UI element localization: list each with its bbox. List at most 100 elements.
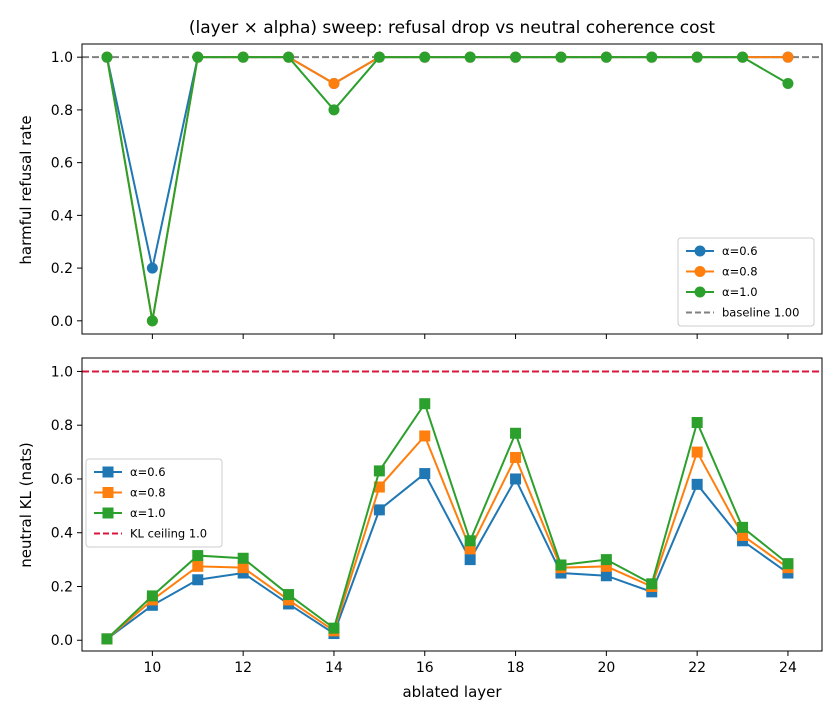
- legend-entry: α=0.8: [686, 265, 758, 279]
- x-tick-label: 20: [597, 660, 615, 676]
- data-point: [419, 398, 431, 410]
- legend-entry: α=0.8: [94, 486, 166, 500]
- data-point: [464, 51, 476, 63]
- data-point: [600, 560, 612, 572]
- y-tick-label: 0.6: [51, 472, 73, 488]
- data-point: [510, 427, 522, 439]
- y-tick-label: 0.8: [51, 418, 73, 434]
- data-point: [555, 51, 567, 63]
- legend-label: α=0.6: [130, 465, 166, 479]
- data-point: [146, 315, 158, 327]
- x-tick-label: 10: [143, 660, 161, 676]
- series-line: [105, 56, 789, 321]
- data-point: [192, 574, 204, 586]
- legend-label: α=1.0: [722, 285, 758, 299]
- kl-series-group: [101, 398, 794, 645]
- data-point: [328, 622, 340, 634]
- data-point: [555, 559, 567, 571]
- legend-entry: α=1.0: [686, 285, 758, 299]
- data-point: [373, 504, 385, 516]
- chart-title: (layer × alpha) sweep: refusal drop vs n…: [189, 18, 716, 38]
- y-tick-label: 0.6: [51, 156, 73, 172]
- data-point: [373, 481, 385, 493]
- legend-marker: [102, 466, 114, 478]
- data-point: [237, 51, 249, 63]
- data-point: [600, 554, 612, 566]
- legend-label: KL ceiling 1.0: [130, 527, 207, 541]
- legend-label: α=0.8: [722, 265, 758, 279]
- kl-y-axis-label: neutral KL (nats): [17, 442, 35, 567]
- data-point: [373, 465, 385, 477]
- x-tick-label: 16: [416, 660, 434, 676]
- data-point: [646, 578, 658, 590]
- series-line: [106, 434, 789, 640]
- data-point: [419, 468, 431, 480]
- axes-frame: [81, 357, 823, 652]
- x-axis-label: ablated layer: [402, 683, 502, 701]
- y-tick-label: 0.2: [51, 261, 73, 277]
- refusal-rate-panel: 0.00.20.40.60.81.0 harmful refusal rate …: [17, 43, 823, 339]
- data-point: [146, 262, 158, 274]
- data-point: [192, 550, 204, 562]
- x-tick-label: 12: [234, 660, 252, 676]
- kl-axes: 0.0 0.2 0.4 0.6 0.8 1.0 10 12 14 16 18 20 22 24: [51, 357, 823, 676]
- data-point: [419, 51, 431, 63]
- data-point: [464, 543, 476, 555]
- refusal-axes: 0.0 0.2 0.4 0.6 0.8 1.0: [51, 43, 823, 339]
- legend-entry: α=1.0: [94, 506, 166, 520]
- data-point: [510, 473, 522, 485]
- legend-label: α=1.0: [130, 506, 166, 520]
- data-point: [782, 558, 794, 570]
- data-point: [373, 51, 385, 63]
- data-point: [782, 78, 794, 90]
- series-2: [101, 398, 794, 645]
- legend-entry: KL ceiling 1.0: [94, 527, 207, 541]
- data-point: [192, 560, 204, 572]
- legend-marker: [102, 487, 114, 498]
- data-point: [510, 451, 522, 463]
- legend-entry: α=0.6: [94, 465, 166, 479]
- refusal-legend: α=0.6 α=0.8 α=1.0 baseline 1.00: [677, 237, 815, 327]
- data-point: [510, 51, 522, 63]
- series-line: [106, 401, 789, 640]
- legend-marker: [694, 245, 706, 257]
- data-point: [283, 589, 295, 601]
- data-point: [691, 446, 703, 458]
- data-point: [737, 529, 749, 541]
- legend-marker: [694, 286, 706, 298]
- data-point: [646, 51, 658, 63]
- data-point: [737, 521, 749, 533]
- y-tick-label: 0.4: [51, 526, 73, 542]
- data-point: [600, 51, 612, 63]
- data-point: [237, 552, 249, 564]
- y-tick-label: 0.4: [51, 208, 73, 224]
- x-tick-label: 18: [507, 660, 525, 676]
- kl-panel: 0.0 0.2 0.4 0.6 0.8 1.0 10 12 14 16 18 20 22 24 neutr…: [17, 357, 823, 701]
- y-tick-label: 0.8: [51, 103, 73, 119]
- data-point: [600, 570, 612, 582]
- y-tick-label: 0.2: [51, 579, 73, 595]
- legend-box: [677, 237, 815, 327]
- y-tick-label: 1.0: [51, 364, 73, 380]
- legend-marker: [694, 266, 706, 277]
- data-point: [192, 51, 204, 63]
- data-point: [464, 554, 476, 566]
- legend-entry: α=0.6: [686, 244, 758, 258]
- refusal-series-group: [101, 51, 794, 327]
- data-point: [691, 417, 703, 429]
- data-point: [101, 633, 113, 645]
- y-tick-label: 0.0: [51, 314, 73, 330]
- refusal-y-axis-label: harmful refusal rate: [17, 115, 35, 264]
- legend-box: [85, 458, 223, 548]
- x-tick-label: 24: [779, 660, 797, 676]
- data-point: [237, 562, 249, 574]
- legend-label: baseline 1.00: [722, 306, 799, 320]
- x-tick-label: 22: [688, 660, 706, 676]
- data-point: [328, 78, 340, 90]
- data-point: [737, 51, 749, 63]
- series-2: [101, 51, 794, 327]
- series-line: [106, 472, 789, 640]
- legend-entry: baseline 1.00: [686, 306, 799, 320]
- legend-label: α=0.6: [722, 244, 758, 258]
